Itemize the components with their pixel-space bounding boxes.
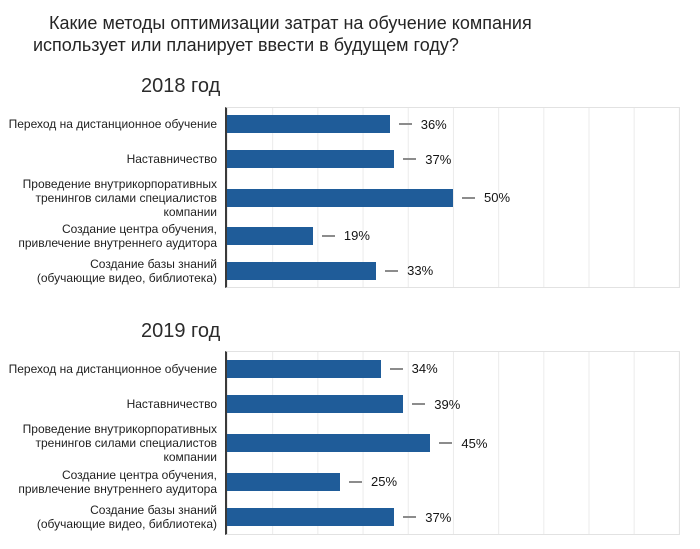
value-label: 39% xyxy=(434,396,461,412)
callout-dash-icon xyxy=(389,367,403,370)
category-label: Создание центра обучения, привлечение вн… xyxy=(18,467,217,496)
chart-row: Создание базы знаний (обучающие видео, б… xyxy=(0,253,700,288)
chart-rows: Переход на дистанционное обучение 34% Наст… xyxy=(0,351,700,535)
value-label: 37% xyxy=(425,509,452,525)
chart-2018-title: 2018 год xyxy=(141,75,221,97)
chart-rows: Переход на дистанционное обучение 36% Наст… xyxy=(0,107,700,288)
value-label: 34% xyxy=(411,361,438,377)
callout-dash-icon xyxy=(349,480,362,483)
chart-2019: Переход на дистанционное обучение 34% Наст… xyxy=(0,351,700,535)
chart-row: Проведение внутрикорпоративных тренингов… xyxy=(0,422,700,464)
page-title: Какие методы оптимизации затрат на обуче… xyxy=(33,12,593,56)
chart-row: Создание базы знаний (обучающие видео, б… xyxy=(0,500,700,536)
callout-dash-icon xyxy=(403,516,417,519)
bar xyxy=(227,150,395,169)
bar xyxy=(227,226,313,245)
chart-row: Наставничество 39% xyxy=(0,387,700,423)
category-label: Создание центра обучения, привлечение вн… xyxy=(18,221,217,250)
chart-2019-title: 2019 год xyxy=(141,320,221,342)
bar xyxy=(227,115,390,134)
page-title-line1: Какие методы оптимизации затрат на обуче… xyxy=(49,13,532,33)
chart-row: Создание центра обучения, привлечение вн… xyxy=(0,464,700,500)
chart-row: Наставничество 37% xyxy=(0,142,700,177)
bar xyxy=(227,261,377,280)
value-label: 19% xyxy=(343,228,370,244)
callout-dash-icon xyxy=(321,234,335,237)
bar xyxy=(227,359,381,378)
value-label: 33% xyxy=(407,263,434,279)
category-label: Переход на дистанционное обучение xyxy=(8,117,217,132)
chart-row: Создание центра обучения, привлечение вн… xyxy=(0,219,700,254)
value-label: 50% xyxy=(484,190,511,205)
chart-2018: Переход на дистанционное обучение 36% Наст… xyxy=(0,107,700,288)
bar xyxy=(227,434,431,452)
chart-row: Проведение внутрикорпоративных тренингов… xyxy=(0,177,700,219)
callout-dash-icon xyxy=(462,196,475,199)
value-label: 45% xyxy=(461,435,488,451)
callout-dash-icon xyxy=(439,442,453,444)
chart-row: Переход на дистанционное обучение 36% xyxy=(0,107,700,142)
value-label: 37% xyxy=(425,151,452,167)
callout-dash-icon xyxy=(398,123,412,126)
bar xyxy=(227,395,404,414)
callout-dash-icon xyxy=(412,403,426,406)
page-title-line2: использует или планирует ввести в будуще… xyxy=(33,35,459,55)
value-label: 25% xyxy=(371,474,398,490)
callout-dash-icon xyxy=(385,269,399,272)
category-label: Наставничество xyxy=(126,397,217,412)
callout-dash-icon xyxy=(403,158,417,161)
chart-row: Переход на дистанционное обучение 34% xyxy=(0,351,700,387)
bar xyxy=(227,472,340,491)
category-label: Наставничество xyxy=(126,152,217,167)
bar xyxy=(227,508,395,527)
category-label: Переход на дистанционное обучение xyxy=(8,361,217,376)
bar xyxy=(227,188,453,207)
value-label: 36% xyxy=(420,116,447,132)
category-label: Проведение внутрикорпоративных тренингов… xyxy=(22,422,217,464)
category-label: Создание базы знаний (обучающие видео, б… xyxy=(36,503,217,532)
category-label: Проведение внутрикорпоративных тренингов… xyxy=(22,176,217,219)
category-label: Создание базы знаний (обучающие видео, б… xyxy=(36,256,217,285)
